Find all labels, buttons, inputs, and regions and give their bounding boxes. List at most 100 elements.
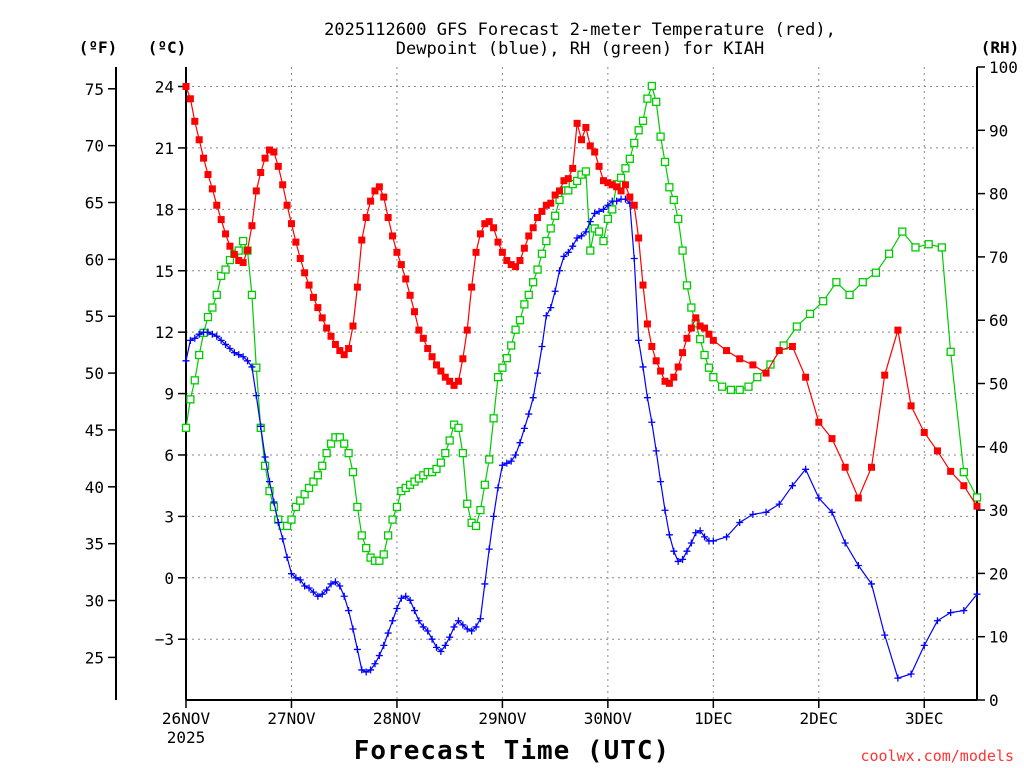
temperature-point (248, 222, 256, 230)
rh-point (546, 224, 555, 233)
dewpoint-point (270, 498, 278, 506)
temperature-point (279, 181, 287, 189)
dewpoint-point (723, 533, 731, 541)
temperature-point (437, 367, 445, 375)
rh-point (621, 164, 630, 173)
temperature-point (424, 345, 432, 353)
x-tick-label: 29NOV (478, 709, 527, 728)
dewpoint-point (261, 453, 269, 461)
dewpoint-point (542, 312, 550, 320)
dewpoint-point (534, 369, 542, 377)
temperature-point (551, 191, 559, 199)
dewpoint-point (213, 332, 221, 340)
rh-point (858, 278, 867, 287)
rh-tick-label: 70 (989, 248, 1008, 267)
rh-point (599, 236, 608, 246)
dewpoint-point (696, 527, 704, 535)
dewpoint-point (301, 582, 309, 590)
rh-tick-label: 100 (989, 58, 1018, 77)
temperature-point (446, 377, 454, 385)
dewpoint-point (701, 533, 709, 541)
dewpoint-point (244, 357, 252, 365)
rh-point (792, 322, 801, 331)
temperature-point (595, 162, 603, 170)
temperature-point (397, 261, 405, 269)
temperature-point (516, 257, 524, 265)
temperature-point (301, 269, 309, 277)
x-tick-label: 28NOV (373, 709, 422, 728)
dewpoint-point (287, 570, 295, 578)
rh-point (704, 363, 714, 372)
temperature-point (503, 257, 511, 265)
temperature-point (512, 263, 520, 271)
dewpoint-point (191, 334, 199, 342)
rh-point (383, 531, 393, 540)
dewpoint-point (411, 607, 419, 615)
temperature-point (701, 324, 709, 332)
temperature-point (406, 291, 414, 299)
rh-tick-label: 90 (989, 121, 1008, 140)
dewpoint-point (358, 666, 366, 674)
dewpoint-point (604, 201, 612, 209)
fahrenheit-tick-label: 45 (85, 421, 104, 440)
dewpoint-point (578, 232, 585, 240)
temperature-point (907, 402, 915, 410)
rh-point (238, 236, 248, 246)
rh-point (550, 211, 560, 220)
dewpoint-point (327, 580, 335, 588)
temperature-point (358, 236, 366, 244)
temperature-point (318, 314, 326, 322)
temperature-point (687, 324, 695, 332)
rh-point (195, 350, 204, 360)
rh-point (476, 505, 485, 515)
dewpoint-point (235, 351, 243, 359)
rh-point (537, 249, 547, 258)
temperature-point (762, 369, 770, 377)
dewpoint-point (441, 641, 449, 649)
dewpoint-point (296, 576, 304, 584)
dewpoint-point (762, 508, 770, 516)
temperature-point (494, 238, 502, 246)
rh-tick-label: 20 (989, 564, 1008, 583)
temperature-point (881, 371, 889, 379)
rh-tick-label: 80 (989, 185, 1008, 204)
rh-line (185, 83, 978, 562)
dewpoint-point (406, 596, 414, 604)
tick-labels: 24211815129630−3757065605550454035302501… (85, 58, 1018, 747)
temperature-point (428, 353, 436, 361)
rh-point (832, 278, 841, 287)
temperature-point (696, 322, 704, 330)
rh-point (344, 448, 353, 458)
x-tick-label: 26NOV (162, 709, 211, 728)
temperature-point (371, 187, 379, 195)
rh-point (696, 335, 705, 344)
rh-point (300, 490, 309, 499)
rh-point (542, 236, 551, 246)
fahrenheit-tick-label: 40 (85, 478, 104, 497)
rh-point (687, 303, 696, 312)
temperature-point (556, 187, 564, 195)
temperature-point (191, 117, 199, 125)
gridlines (186, 67, 977, 700)
dewpoint-point (362, 668, 370, 676)
rh-point (533, 265, 542, 274)
temperature-point (257, 168, 265, 176)
rh-point (656, 132, 665, 141)
dewpoint-point (749, 510, 757, 518)
rh-point (212, 290, 221, 300)
temperature-point (947, 467, 955, 475)
temperature-point (380, 193, 388, 201)
rh-point (362, 543, 371, 553)
celsius-tick-label: 12 (155, 323, 174, 342)
dewpoint-point (520, 424, 528, 432)
temperature-point (252, 187, 260, 195)
temperature-point (349, 322, 357, 330)
rh-point (353, 502, 362, 512)
temperature-point (643, 320, 651, 328)
temperature-point (604, 179, 612, 187)
dewpoint-point (582, 228, 590, 236)
rh-point (348, 467, 358, 477)
dewpoint-point (595, 207, 603, 215)
temperature-point (454, 377, 462, 385)
temperature-point (591, 148, 599, 156)
